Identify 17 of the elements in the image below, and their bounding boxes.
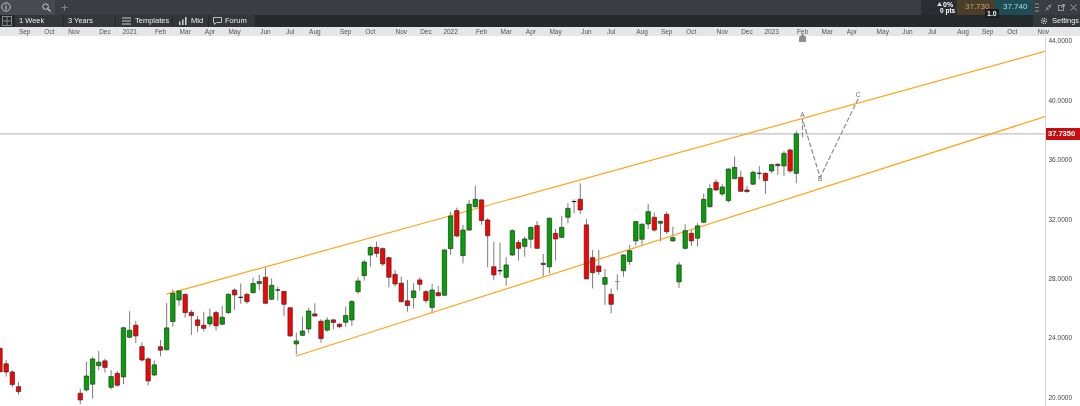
text: 37.740 — [1003, 2, 1028, 12]
candlestick — [670, 226, 676, 243]
candlestick — [281, 290, 287, 317]
candlestick — [491, 241, 497, 281]
candlestick — [411, 282, 417, 309]
line-series — [801, 98, 859, 178]
candlestick — [361, 259, 367, 282]
candlestick — [293, 332, 299, 355]
candlestick — [275, 285, 281, 302]
candlestick — [676, 261, 682, 289]
candlestick — [608, 287, 614, 314]
candlestick — [565, 202, 571, 224]
candlestick — [299, 316, 306, 337]
candlestick — [602, 268, 608, 306]
candlestick — [577, 182, 583, 215]
candlestick — [503, 256, 509, 287]
text: 37.730 — [965, 2, 990, 11]
